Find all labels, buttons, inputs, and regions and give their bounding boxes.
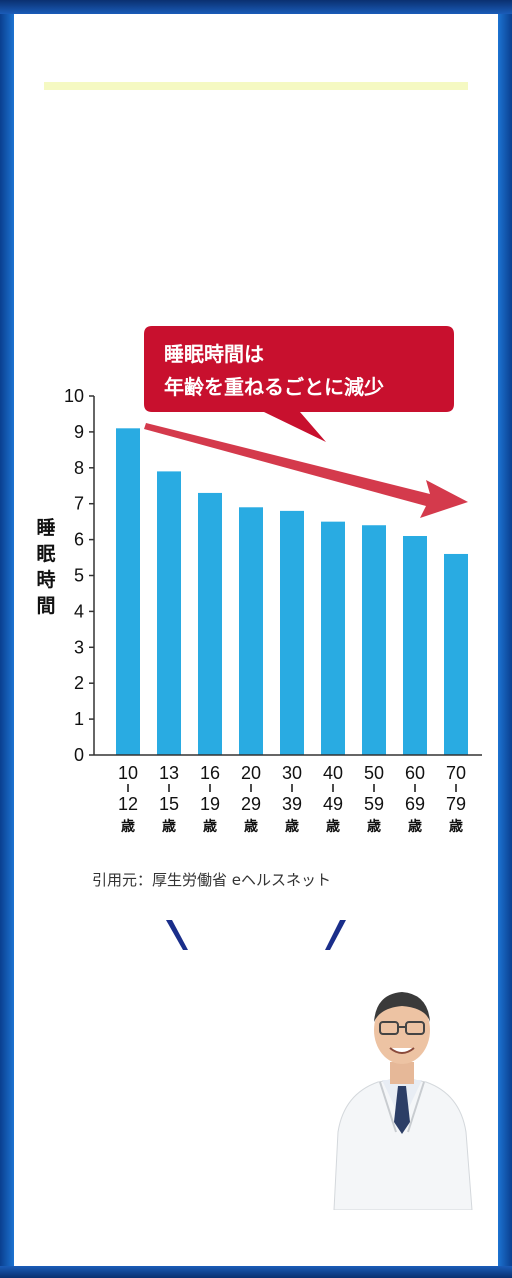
bar <box>157 471 181 755</box>
y-tick-label: 5 <box>74 566 84 586</box>
y-tick-label: 4 <box>74 601 84 621</box>
y-tick-group: 0 1 2 3 4 5 6 7 8 9 10 <box>64 386 94 765</box>
frame-top <box>0 0 512 14</box>
category-from-label: 20 <box>241 763 261 783</box>
category-unit-label: 歳 <box>121 818 135 835</box>
y-tick-label: 0 <box>74 745 84 765</box>
y-tick-label: 6 <box>74 530 84 550</box>
bubble-line-2: 年齢を重ねるごとに減少 <box>164 375 384 399</box>
category-to-label: 59 <box>364 794 384 814</box>
frame-bottom <box>0 1266 512 1278</box>
category-unit-label: 歳 <box>449 818 463 835</box>
trend-arrow <box>144 423 468 518</box>
bar-group <box>116 428 468 755</box>
category-to-label: 12 <box>118 794 138 814</box>
y-tick-label: 9 <box>74 422 84 442</box>
doctor-portrait <box>333 992 473 1210</box>
bar <box>239 507 263 755</box>
category-unit-label: 歳 <box>326 818 340 835</box>
category-from-label: 40 <box>323 763 343 783</box>
y-tick-label: 3 <box>74 637 84 657</box>
source-citation: 引用元：厚生労働省 eヘルスネット <box>92 871 331 889</box>
category-to-label: 49 <box>323 794 343 814</box>
y-tick-label: 8 <box>74 458 84 478</box>
bar <box>403 536 427 755</box>
category-group: 10 12 歳 13 15 歳 16 19 歳 20 29 歳 30 39 歳 40 49 歳 50 59 歳 60 69 歳… <box>118 763 466 835</box>
svg-text:間: 間 <box>36 595 55 617</box>
category-unit-label: 歳 <box>285 818 299 835</box>
bar <box>444 553 468 755</box>
highlight-bar <box>44 82 468 90</box>
category-to-label: 29 <box>241 794 261 814</box>
y-tick-label: 1 <box>74 709 84 729</box>
y-tick-label: 7 <box>74 494 84 514</box>
category-unit-label: 歳 <box>162 818 176 835</box>
y-axis-label: 睡 眠 時 間 <box>36 517 55 617</box>
category-from-label: 60 <box>405 763 425 783</box>
bar <box>198 492 222 755</box>
speech-bubble: 睡眠時間は 年齢を重ねるごとに減少 <box>144 326 454 442</box>
category-to-label: 19 <box>200 794 220 814</box>
bubble-line-1: 睡眠時間は <box>164 342 264 366</box>
category-unit-label: 歳 <box>408 818 422 835</box>
slash-right-icon <box>325 920 346 950</box>
bar <box>321 521 345 755</box>
category-from-label: 13 <box>159 763 179 783</box>
y-tick-label: 2 <box>74 673 84 693</box>
category-from-label: 30 <box>282 763 302 783</box>
bar <box>280 510 304 755</box>
category-to-label: 69 <box>405 794 425 814</box>
category-from-label: 10 <box>118 763 138 783</box>
category-to-label: 79 <box>446 794 466 814</box>
bar <box>362 525 386 755</box>
category-from-label: 50 <box>364 763 384 783</box>
category-to-label: 15 <box>159 794 179 814</box>
category-from-label: 16 <box>200 763 220 783</box>
svg-text:眠: 眠 <box>36 543 55 565</box>
slash-left-icon <box>166 920 188 950</box>
category-unit-label: 歳 <box>244 818 258 835</box>
y-tick-label: 10 <box>64 386 84 406</box>
category-to-label: 39 <box>282 794 302 814</box>
category-unit-label: 歳 <box>203 818 217 835</box>
svg-text:睡: 睡 <box>36 517 55 539</box>
svg-text:時: 時 <box>36 569 55 591</box>
category-unit-label: 歳 <box>367 818 381 835</box>
category-from-label: 70 <box>446 763 466 783</box>
bar <box>116 428 140 755</box>
